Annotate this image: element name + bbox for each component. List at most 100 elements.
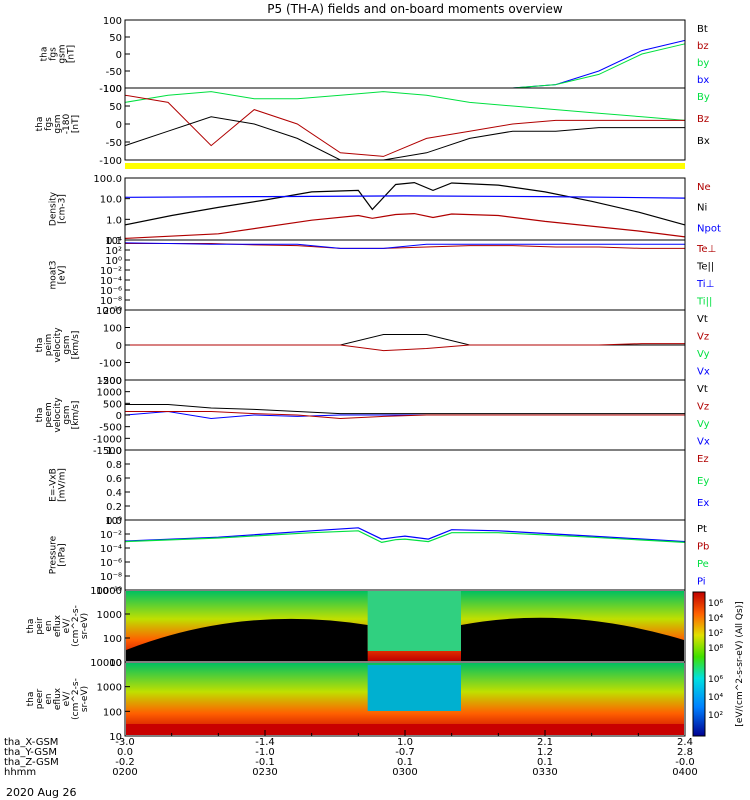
legend-temp-Te||: Te|| (696, 262, 714, 273)
y-axis-label: (cm^2-s- (71, 678, 81, 720)
legend-efield-Ez: Ez (697, 454, 709, 465)
y-tick-label: 10⁰ (105, 256, 122, 267)
y-tick-label: 10⁻⁶ (100, 558, 122, 569)
legend-peim-Vt: Vt (697, 314, 708, 325)
y-tick-label: 1.0 (106, 215, 122, 226)
colorbar-tick: 10⁸ (708, 644, 723, 654)
y-tick-label: 50 (109, 33, 122, 44)
trace-fgs_1-By (124, 91, 686, 121)
colorbar (692, 591, 706, 737)
legend-peem-Vx: Vx (697, 437, 710, 448)
panel-frame-fgs (124, 19, 686, 89)
y-axis-label: [cm-3] (58, 194, 68, 224)
colorbar-label: [eV/(cm^2-s-sr-eV) (All Qs)] (735, 601, 745, 726)
y-tick-label: -500 (99, 423, 122, 434)
legend-fgs-Bt: Bt (697, 24, 708, 35)
legend-density-Ni: Ni (697, 203, 707, 214)
legend-temp-Ti||: Ti|| (696, 297, 712, 308)
y-tick-label: 0.8 (106, 460, 122, 471)
y-axis-label: sr-eV) (80, 613, 90, 639)
y-axis-label: eV/ (62, 618, 72, 634)
data-layer (124, 39, 686, 735)
y-tick-label: 0 (116, 120, 122, 131)
spectrogram-void (126, 618, 368, 661)
legend-pressure-Pb: Pb (697, 542, 709, 553)
y-axis-label: gsm (53, 114, 63, 133)
y-axis-label: [nT] (71, 115, 81, 133)
y-tick-label: 100.0 (93, 174, 122, 185)
y-tick-label: -50 (106, 67, 122, 78)
axes-layer (124, 19, 706, 737)
panel-frame-fgs_1 (124, 87, 686, 161)
x-row-value: 2.8 (677, 747, 693, 758)
y-tick-label: 10⁻⁸ (100, 572, 122, 583)
y-tick-label: -50 (106, 138, 122, 149)
spectrogram-low-energy (126, 724, 684, 735)
legend-pressure-Pi: Pi (697, 577, 706, 588)
y-axis-label: moat3 (49, 260, 59, 289)
x-row-value: 1.2 (537, 747, 553, 758)
x-row-value: 0400 (672, 767, 697, 778)
y-tick-label: 1000 (97, 388, 122, 399)
x-row-label: tha_Y-GSM (4, 747, 57, 758)
y-axis-label: velocity (53, 397, 63, 433)
y-axis-label: tha (35, 408, 45, 423)
legend-temp-Te⊥: Te⊥ (696, 244, 716, 255)
y-tick-label: 0.1 (106, 236, 122, 247)
series-pressure-Pe (124, 530, 686, 544)
colorbar-tick: 10⁴ (708, 614, 723, 624)
trace-fgs_1-Bx (124, 116, 685, 161)
legend-fgs-by: by (697, 58, 709, 69)
y-axis-label: [nPa] (58, 543, 68, 566)
y-tick-label: 0.0 (106, 516, 122, 527)
x-row-value: -0.2 (115, 757, 135, 768)
y-tick-label: 0 (116, 341, 122, 352)
y-tick-label: 100 (103, 707, 122, 718)
y-axis-label: fgs (49, 47, 59, 61)
x-row-value: 1.0 (397, 737, 413, 748)
quality-flag-bar (125, 163, 685, 169)
y-axis-label: en (44, 620, 54, 631)
y-axis-label: fgs (44, 117, 54, 131)
panel-frame-pressure (124, 519, 686, 591)
y-axis-label: tha (26, 619, 36, 634)
y-axis-label: [km/s] (71, 401, 81, 430)
legend-peim-Vx: Vx (697, 367, 710, 378)
y-tick-label: 0 (116, 411, 122, 422)
colorbar-tick: 10² (708, 629, 723, 639)
legend-efield-Ex: Ex (697, 498, 709, 509)
y-tick-label: 100 (103, 84, 122, 95)
y-axis-label: peir (35, 617, 45, 635)
y-tick-label: 0.6 (106, 474, 122, 485)
trace-peim-Vz (125, 343, 685, 352)
y-tick-label: 10.0 (100, 195, 122, 206)
y-axis-label: Density (49, 191, 59, 226)
trace-fgs_1-Bz (124, 94, 685, 157)
y-axis-label: Pressure (49, 535, 59, 574)
y-axis-label: [eV] (58, 266, 68, 285)
y-axis-label: E=-VxB (49, 468, 59, 502)
y-axis-label: eV/ (62, 691, 72, 707)
legend-fgs-bx: bx (697, 75, 709, 86)
legend-density-Npot: Npot (697, 223, 721, 234)
y-tick-label: -100 (99, 84, 122, 95)
y-tick-label: 10² (105, 246, 122, 257)
series-density-Npot (124, 195, 686, 199)
legend-peem-Vy: Vy (697, 419, 710, 430)
x-row-value: 0230 (252, 767, 277, 778)
colorbar-tick: 10⁶ (708, 675, 723, 685)
legend-density-Ne: Ne (697, 182, 711, 193)
y-tick-label: 10⁴ (105, 236, 122, 247)
x-row-value: -3.0 (115, 737, 135, 748)
legend-peim-Vy: Vy (697, 349, 710, 360)
y-axis-label: peem (44, 402, 54, 428)
y-tick-label: 10⁻⁸ (100, 296, 122, 307)
y-tick-label: 10⁻⁴ (100, 544, 122, 555)
y-tick-label: 10⁻¹⁰ (96, 586, 122, 597)
x-row-value: 0.0 (117, 747, 133, 758)
x-row-value: 2.1 (537, 737, 553, 748)
y-axis-label: tha (26, 692, 36, 707)
legend-fgs_1-Bx: Bx (697, 136, 710, 147)
y-axis-label: sr-eV) (80, 686, 90, 712)
series-pressure-Pt (124, 527, 686, 543)
